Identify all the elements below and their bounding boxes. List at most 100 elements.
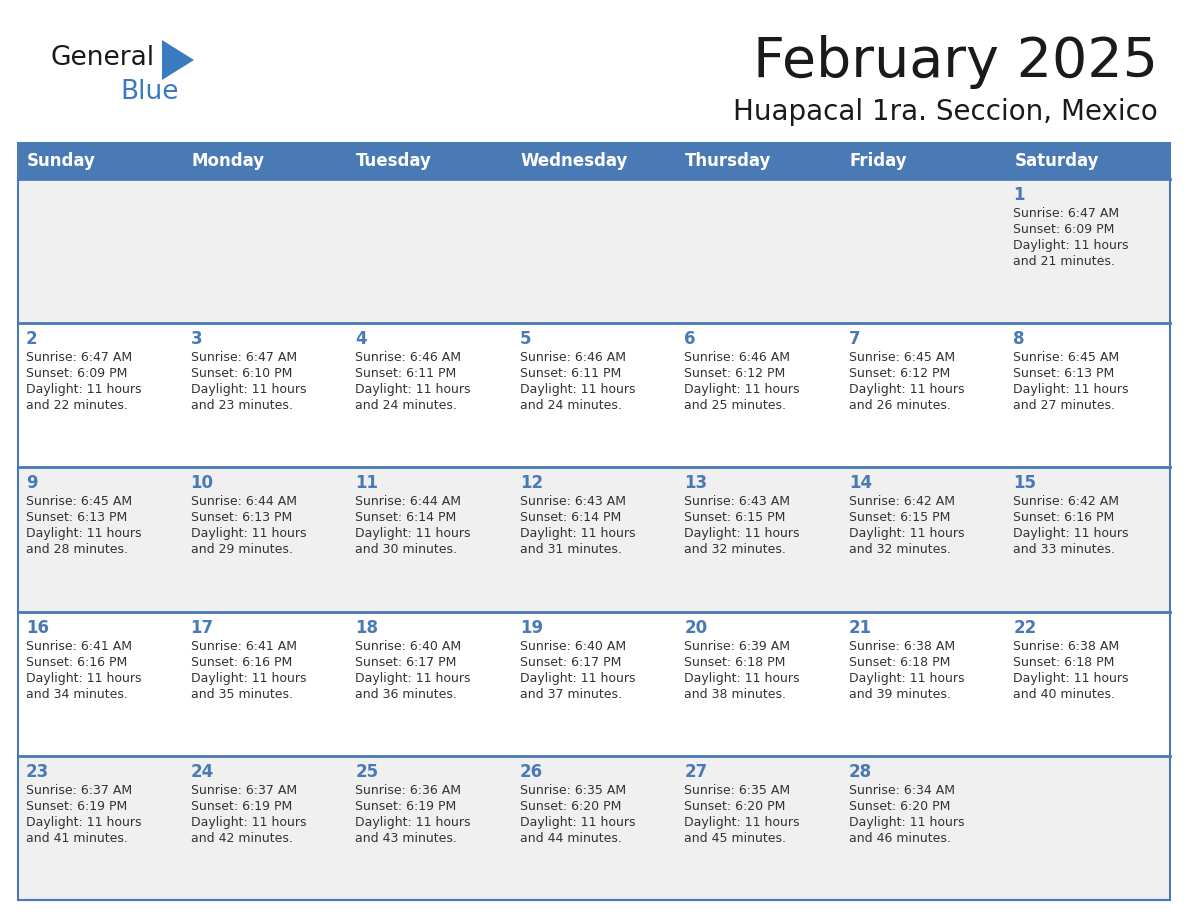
Text: 24: 24 — [190, 763, 214, 781]
Text: 19: 19 — [519, 619, 543, 636]
Text: Daylight: 11 hours: Daylight: 11 hours — [519, 528, 636, 541]
Text: Sunrise: 6:42 AM: Sunrise: 6:42 AM — [849, 496, 955, 509]
Text: Sunrise: 6:37 AM: Sunrise: 6:37 AM — [26, 784, 132, 797]
Text: 5: 5 — [519, 330, 531, 348]
Text: Daylight: 11 hours: Daylight: 11 hours — [190, 383, 307, 397]
Bar — [18, 611, 1170, 756]
Text: Daylight: 11 hours: Daylight: 11 hours — [519, 816, 636, 829]
Text: and 24 minutes.: and 24 minutes. — [519, 399, 621, 412]
Text: Daylight: 11 hours: Daylight: 11 hours — [849, 816, 965, 829]
Text: Sunset: 6:18 PM: Sunset: 6:18 PM — [684, 655, 785, 668]
Text: Sunset: 6:15 PM: Sunset: 6:15 PM — [684, 511, 785, 524]
Text: February 2025: February 2025 — [753, 35, 1158, 89]
Text: and 32 minutes.: and 32 minutes. — [849, 543, 950, 556]
Text: Sunset: 6:19 PM: Sunset: 6:19 PM — [190, 800, 292, 812]
Text: Sunset: 6:16 PM: Sunset: 6:16 PM — [190, 655, 292, 668]
Text: Daylight: 11 hours: Daylight: 11 hours — [1013, 383, 1129, 397]
Text: 22: 22 — [1013, 619, 1037, 636]
Text: and 44 minutes.: and 44 minutes. — [519, 832, 621, 845]
Text: Sunrise: 6:42 AM: Sunrise: 6:42 AM — [1013, 496, 1119, 509]
Text: Daylight: 11 hours: Daylight: 11 hours — [26, 816, 141, 829]
Text: Tuesday: Tuesday — [356, 152, 432, 170]
Text: and 37 minutes.: and 37 minutes. — [519, 688, 621, 700]
Text: Daylight: 11 hours: Daylight: 11 hours — [1013, 239, 1129, 252]
Bar — [18, 756, 1170, 900]
Text: and 45 minutes.: and 45 minutes. — [684, 832, 786, 845]
Text: Sunrise: 6:46 AM: Sunrise: 6:46 AM — [355, 352, 461, 364]
Text: Sunrise: 6:45 AM: Sunrise: 6:45 AM — [26, 496, 132, 509]
Text: 21: 21 — [849, 619, 872, 636]
Text: Sunrise: 6:47 AM: Sunrise: 6:47 AM — [190, 352, 297, 364]
Text: and 22 minutes.: and 22 minutes. — [26, 399, 128, 412]
Text: 2: 2 — [26, 330, 38, 348]
Text: Sunrise: 6:41 AM: Sunrise: 6:41 AM — [26, 640, 132, 653]
Text: and 39 minutes.: and 39 minutes. — [849, 688, 950, 700]
Text: Sunset: 6:17 PM: Sunset: 6:17 PM — [519, 655, 621, 668]
Text: Sunset: 6:15 PM: Sunset: 6:15 PM — [849, 511, 950, 524]
Text: Sunset: 6:10 PM: Sunset: 6:10 PM — [190, 367, 292, 380]
Text: and 33 minutes.: and 33 minutes. — [1013, 543, 1116, 556]
Text: Daylight: 11 hours: Daylight: 11 hours — [519, 672, 636, 685]
Text: Daylight: 11 hours: Daylight: 11 hours — [849, 528, 965, 541]
Text: Daylight: 11 hours: Daylight: 11 hours — [355, 528, 470, 541]
Text: and 40 minutes.: and 40 minutes. — [1013, 688, 1116, 700]
Text: Daylight: 11 hours: Daylight: 11 hours — [190, 816, 307, 829]
Text: Sunrise: 6:40 AM: Sunrise: 6:40 AM — [519, 640, 626, 653]
Text: and 30 minutes.: and 30 minutes. — [355, 543, 457, 556]
Text: Sunset: 6:14 PM: Sunset: 6:14 PM — [355, 511, 456, 524]
Text: Daylight: 11 hours: Daylight: 11 hours — [26, 672, 141, 685]
Text: Sunset: 6:16 PM: Sunset: 6:16 PM — [1013, 511, 1114, 524]
Text: Sunrise: 6:44 AM: Sunrise: 6:44 AM — [355, 496, 461, 509]
Text: Sunset: 6:20 PM: Sunset: 6:20 PM — [684, 800, 785, 812]
Text: Sunrise: 6:46 AM: Sunrise: 6:46 AM — [684, 352, 790, 364]
Text: Sunrise: 6:38 AM: Sunrise: 6:38 AM — [849, 640, 955, 653]
Text: 27: 27 — [684, 763, 708, 781]
Text: Sunrise: 6:44 AM: Sunrise: 6:44 AM — [190, 496, 297, 509]
Text: 11: 11 — [355, 475, 378, 492]
Text: Daylight: 11 hours: Daylight: 11 hours — [190, 528, 307, 541]
Text: 1: 1 — [1013, 186, 1025, 204]
Text: 20: 20 — [684, 619, 707, 636]
Text: Blue: Blue — [120, 79, 178, 105]
Bar — [18, 143, 1170, 179]
Text: and 31 minutes.: and 31 minutes. — [519, 543, 621, 556]
Text: Sunrise: 6:41 AM: Sunrise: 6:41 AM — [190, 640, 297, 653]
Text: and 32 minutes.: and 32 minutes. — [684, 543, 786, 556]
Bar — [18, 323, 1170, 467]
Text: 15: 15 — [1013, 475, 1036, 492]
Text: General: General — [50, 45, 154, 71]
Text: 23: 23 — [26, 763, 49, 781]
Text: 3: 3 — [190, 330, 202, 348]
Text: Sunrise: 6:39 AM: Sunrise: 6:39 AM — [684, 640, 790, 653]
Text: and 36 minutes.: and 36 minutes. — [355, 688, 457, 700]
Text: Sunset: 6:16 PM: Sunset: 6:16 PM — [26, 655, 127, 668]
Text: and 41 minutes.: and 41 minutes. — [26, 832, 128, 845]
Text: Daylight: 11 hours: Daylight: 11 hours — [355, 816, 470, 829]
Text: Daylight: 11 hours: Daylight: 11 hours — [1013, 528, 1129, 541]
Text: Daylight: 11 hours: Daylight: 11 hours — [1013, 672, 1129, 685]
Bar — [18, 467, 1170, 611]
Text: Sunrise: 6:34 AM: Sunrise: 6:34 AM — [849, 784, 955, 797]
Text: Sunset: 6:17 PM: Sunset: 6:17 PM — [355, 655, 456, 668]
Text: and 23 minutes.: and 23 minutes. — [190, 399, 292, 412]
Bar — [18, 179, 1170, 323]
Text: Huapacal 1ra. Seccion, Mexico: Huapacal 1ra. Seccion, Mexico — [733, 98, 1158, 126]
Text: Sunday: Sunday — [27, 152, 96, 170]
Text: Saturday: Saturday — [1015, 152, 1099, 170]
Text: Sunrise: 6:47 AM: Sunrise: 6:47 AM — [26, 352, 132, 364]
Text: Sunset: 6:20 PM: Sunset: 6:20 PM — [519, 800, 621, 812]
Text: 9: 9 — [26, 475, 38, 492]
Text: and 43 minutes.: and 43 minutes. — [355, 832, 457, 845]
Text: 12: 12 — [519, 475, 543, 492]
Text: 17: 17 — [190, 619, 214, 636]
Text: Sunset: 6:20 PM: Sunset: 6:20 PM — [849, 800, 950, 812]
Text: Daylight: 11 hours: Daylight: 11 hours — [26, 383, 141, 397]
Text: 14: 14 — [849, 475, 872, 492]
Text: 10: 10 — [190, 475, 214, 492]
Text: Friday: Friday — [849, 152, 908, 170]
Text: Daylight: 11 hours: Daylight: 11 hours — [849, 383, 965, 397]
Text: Thursday: Thursday — [685, 152, 772, 170]
Text: 13: 13 — [684, 475, 707, 492]
Text: Sunset: 6:09 PM: Sunset: 6:09 PM — [1013, 223, 1114, 236]
Text: Sunset: 6:18 PM: Sunset: 6:18 PM — [849, 655, 950, 668]
